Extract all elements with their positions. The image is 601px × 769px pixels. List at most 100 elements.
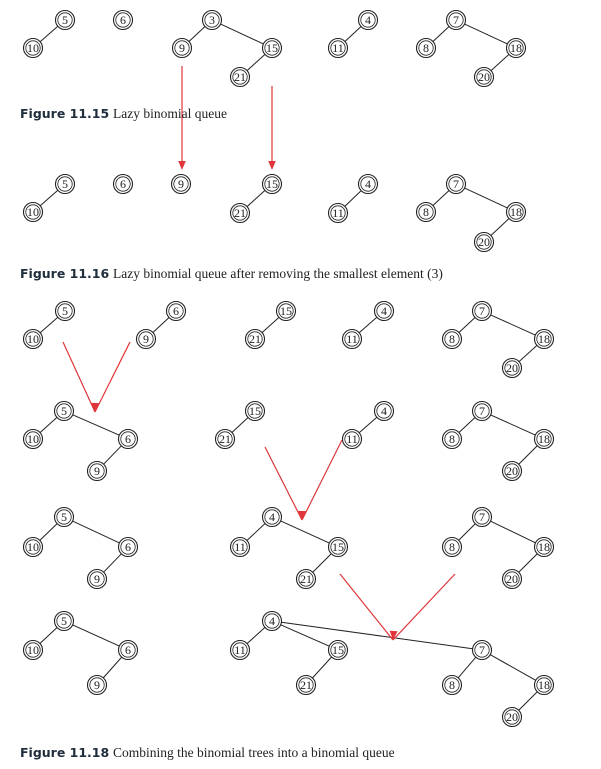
tree-edge [39,627,58,644]
tree-edge [432,26,450,42]
node-value: 6 [120,13,126,27]
node-value: 9 [178,177,184,191]
tree-node: 5 [54,9,76,31]
tree-node: 11 [229,639,251,661]
merge-arrow [62,341,131,413]
tree-node: 5 [53,506,75,528]
tree-node: 4 [373,300,395,322]
node-value: 8 [449,678,455,692]
node-value: 4 [365,177,371,191]
tree-node: 8 [441,428,463,450]
tree-node: 7 [471,400,493,422]
red-arrow [178,66,186,170]
tree-edge [72,624,120,647]
tree-edge [490,218,510,236]
tree-edge [518,345,538,362]
node-value: 7 [479,643,485,657]
tree-edge [280,624,330,647]
tree-node: 18 [533,536,555,558]
tree-node: 10 [22,639,44,661]
tree-node: 6 [112,9,134,31]
tree-node: 9 [86,568,108,590]
tree-node: 9 [86,674,108,696]
node-value: 20 [506,572,518,586]
tree-node: 7 [445,9,467,31]
tree-nodes: 5 10 6 3 9 15 21 4 11 7 8 18 20 5 10 6 9 15 21 4 11 7 8 18 20 5 10… [22,9,555,728]
tree-node: 9 [135,328,157,350]
figure-11-18-caption: Combining the binomial trees into a bino… [113,745,395,760]
node-value: 10 [27,643,39,657]
node-value: 18 [510,41,522,55]
tree-edge [261,316,280,334]
tree-edge [39,416,58,434]
tree-node: 15 [261,37,283,59]
node-value: 9 [94,464,100,478]
node-value: 6 [125,643,131,657]
tree-node: 5 [53,400,75,422]
tree-node: 4 [261,506,283,528]
merge-arrow [339,573,456,641]
tree-edge [344,190,362,207]
node-value: 8 [449,432,455,446]
node-value: 5 [62,304,68,318]
tree-node: 5 [53,610,75,632]
tree-node: 18 [533,428,555,450]
tree-node: 6 [117,536,139,558]
tree-edge [358,416,378,434]
tree-node: 18 [505,37,527,59]
tree-node: 21 [244,328,266,350]
tree-node: 10 [22,328,44,350]
tree-edge [490,654,536,681]
node-value: 9 [179,41,185,55]
tree-node: 18 [505,201,527,223]
tree-node: 7 [471,506,493,528]
red-arrow [268,86,276,170]
tree-node: 3 [201,9,223,31]
tree-edge [231,417,249,433]
tree-edge [312,553,332,573]
tree-edge [458,417,476,433]
tree-node: 8 [441,674,463,696]
node-value: 7 [453,177,459,191]
tree-node: 10 [22,536,44,558]
tree-node: 6 [117,428,139,450]
tree-edge [344,26,362,42]
node-value: 15 [266,41,278,55]
tree-node: 21 [229,202,251,224]
tree-node: 8 [441,328,463,350]
tree-node: 21 [214,428,236,450]
merge-arrow [264,439,343,521]
figure-11-15-caption: Lazy binomial queue [113,106,227,121]
node-value: 21 [249,332,261,346]
node-value: 8 [423,41,429,55]
node-value: 11 [332,41,344,55]
tree-edge [312,656,332,679]
tree-node: 9 [170,173,192,195]
node-value: 5 [62,177,68,191]
node-value: 20 [506,361,518,375]
tree-edge [457,656,477,679]
figure-11-18-label: Figure 11.18 [20,745,109,760]
node-value: 7 [479,404,485,418]
tree-node: 8 [441,536,463,558]
tree-node: 10 [22,428,44,450]
node-value: 6 [173,304,179,318]
node-value: 15 [249,404,261,418]
node-value: 11 [332,206,344,220]
node-value: 6 [125,432,131,446]
tree-edges [39,23,538,711]
node-value: 6 [125,540,131,554]
tree-node: 8 [415,201,437,223]
tree-edge [518,691,538,711]
tree-node: 9 [86,460,108,482]
node-value: 18 [538,332,550,346]
tree-node: 11 [341,328,363,350]
tree-edge [39,316,59,334]
tree-edge [358,316,378,334]
tree-node: 20 [473,231,495,253]
node-value: 9 [94,678,100,692]
node-value: 4 [269,510,275,524]
tree-edge [518,445,538,465]
node-value: 10 [27,41,39,55]
